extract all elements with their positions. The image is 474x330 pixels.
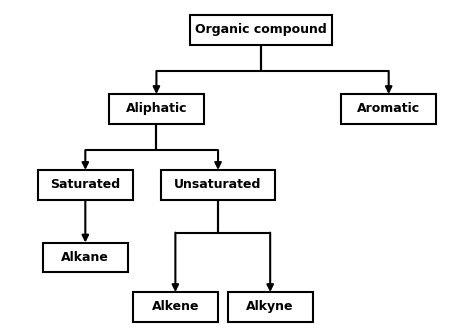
Text: Alkene: Alkene — [152, 300, 199, 314]
FancyBboxPatch shape — [43, 243, 128, 272]
Text: Alkyne: Alkyne — [246, 300, 294, 314]
FancyBboxPatch shape — [109, 94, 204, 124]
Text: Organic compound: Organic compound — [195, 23, 327, 36]
FancyBboxPatch shape — [228, 292, 313, 322]
Text: Saturated: Saturated — [50, 178, 120, 191]
FancyBboxPatch shape — [133, 292, 218, 322]
FancyBboxPatch shape — [190, 15, 332, 45]
Text: Unsaturated: Unsaturated — [174, 178, 262, 191]
Text: Aliphatic: Aliphatic — [126, 102, 187, 115]
FancyBboxPatch shape — [38, 170, 133, 200]
FancyBboxPatch shape — [161, 170, 275, 200]
Text: Alkane: Alkane — [61, 251, 109, 264]
Text: Aromatic: Aromatic — [357, 102, 420, 115]
FancyBboxPatch shape — [341, 94, 436, 124]
